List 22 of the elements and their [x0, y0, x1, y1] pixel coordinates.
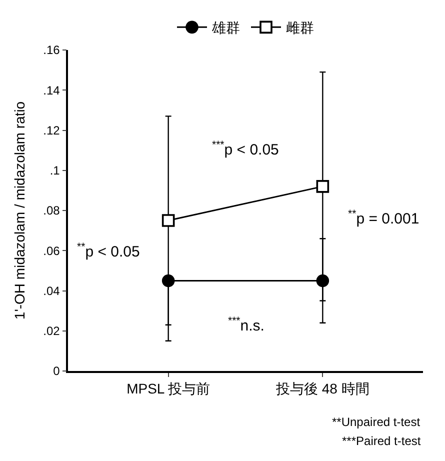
y-axis-title: 1'-OH midazolam / midazolam ratio: [11, 101, 28, 320]
text: **Unpaired t-test: [332, 415, 421, 429]
x-tick-label: 投与後 48 時間: [274, 380, 370, 397]
y-tick-label: .1: [50, 164, 60, 178]
y-tick-label: .02: [43, 324, 60, 338]
point: [316, 180, 330, 193]
y-tick-label: .04: [43, 284, 60, 298]
annotation: $^{**}$p < 0.05: [77, 241, 140, 260]
legend-label: 雄群: [211, 20, 240, 36]
text: ***Paired t-test: [342, 434, 422, 448]
y-tick-label: .14: [43, 83, 60, 98]
x-tick-label: MPSL 投与前: [126, 380, 210, 397]
annotation: $^{**}$p = 0.001: [348, 208, 420, 228]
y-tick-label: .12: [43, 123, 60, 138]
annotation: $^{***}$n.s.: [228, 315, 264, 334]
legend-label: 雌群: [286, 20, 314, 36]
annotation: $^{***}$p < 0.05: [212, 139, 279, 158]
y-tick-label: .06: [43, 244, 60, 258]
y-tick-label: .16: [43, 43, 60, 58]
point: [162, 214, 175, 227]
y-tick-label: .08: [43, 204, 60, 218]
y-tick-label: 0: [53, 364, 60, 378]
